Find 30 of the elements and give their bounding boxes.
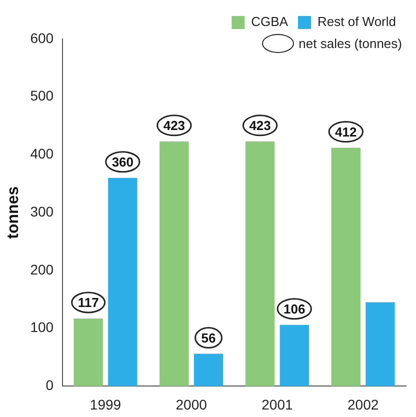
- bar: [280, 324, 309, 386]
- x-tick-label: 2001: [262, 396, 293, 412]
- legend-label: CGBA: [251, 14, 288, 30]
- data-label: 56: [201, 330, 216, 346]
- data-label: 106: [284, 301, 306, 316]
- bar: [245, 141, 275, 386]
- y-tick-label: 200: [30, 261, 54, 278]
- data-label: 412: [335, 124, 357, 140]
- x-tick-label: 1999: [90, 396, 122, 412]
- legend-label: Rest of World: [317, 14, 396, 30]
- data-label: 117: [78, 295, 99, 310]
- bar: [108, 178, 138, 386]
- bar: [74, 318, 103, 386]
- y-axis-title: tonnes: [5, 186, 22, 239]
- y-tick-label: 0: [46, 377, 54, 394]
- bar: [194, 354, 224, 386]
- bar: [160, 141, 189, 386]
- data-label: 423: [249, 118, 271, 133]
- y-tick-label: 500: [30, 88, 54, 104]
- data-label: 360: [112, 154, 134, 170]
- y-tick-label: 300: [30, 203, 54, 220]
- x-tick-label: 2000: [176, 396, 208, 412]
- bar: [331, 148, 360, 386]
- data-label: 423: [163, 118, 186, 133]
- y-tick-label: 400: [30, 146, 54, 162]
- annotation: net sales (tonnes): [298, 36, 402, 51]
- y-tick-label: 600: [30, 30, 54, 46]
- x-tick-label: 2002: [347, 396, 379, 412]
- y-tick-label: 100: [30, 319, 54, 336]
- bar: [366, 302, 395, 386]
